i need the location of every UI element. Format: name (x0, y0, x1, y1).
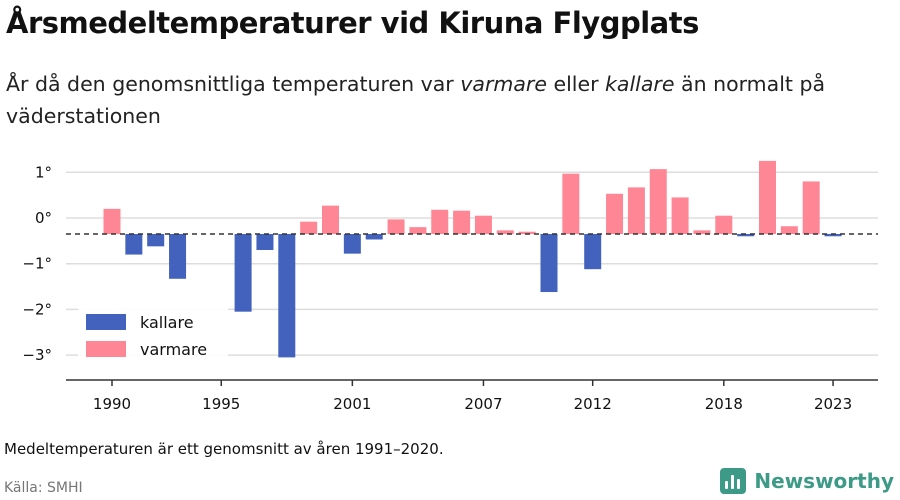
bar-2015 (649, 169, 667, 234)
subtitle-cold-word: kallare (605, 72, 675, 96)
bar-2004 (409, 227, 427, 234)
legend: kallare varmare (78, 304, 228, 364)
bar-2018 (715, 215, 733, 234)
bar-2023 (824, 233, 842, 237)
x-tick-label: 2023 (814, 395, 852, 413)
bar-2011 (562, 173, 580, 234)
bar-1997 (256, 233, 274, 250)
bar-2020 (759, 160, 776, 234)
bar-2001 (343, 233, 361, 254)
bar-1992 (147, 233, 165, 247)
bar-2007 (474, 215, 492, 234)
x-tick-label: 2012 (574, 395, 612, 413)
x-tick-label: 1995 (202, 395, 240, 413)
legend-label-kallare: kallare (140, 313, 194, 332)
x-tick-label: 2001 (333, 395, 371, 413)
chart-subtitle: År då den genomsnittliga temperaturen va… (6, 68, 886, 132)
bar-2014 (627, 187, 645, 234)
bar-2008 (496, 230, 514, 234)
x-tick-label: 2007 (464, 395, 502, 413)
legend-swatch-varmare (86, 341, 126, 357)
brand-name: Newsworthy (754, 469, 894, 493)
bar-1999 (300, 221, 318, 234)
subtitle-text-1: År då den genomsnittliga temperaturen va… (6, 72, 461, 96)
bar-2000 (322, 205, 339, 234)
bar-2002 (365, 233, 383, 240)
bar-2006 (453, 210, 471, 234)
subtitle-text-2: eller (546, 72, 606, 96)
subtitle-text-3: än normalt på väderstationen (6, 72, 826, 128)
x-axis: 1990 1995 2001 2007 2012 2018 2023 (66, 379, 878, 413)
bar-2022 (802, 181, 820, 234)
bar-2019 (737, 233, 755, 237)
bar-1996 (234, 233, 252, 312)
y-tick-label: −1° (22, 255, 52, 273)
newsworthy-logo-icon (720, 468, 747, 494)
x-tick-label: 2018 (705, 395, 743, 413)
brand-logo: Newsworthy (720, 468, 894, 494)
bar-2010 (540, 233, 558, 293)
y-tick-label: 1° (35, 163, 52, 181)
y-tick-label: −3° (22, 346, 52, 364)
bar-1990 (103, 208, 121, 234)
bar-1998 (278, 233, 296, 358)
bars (103, 160, 842, 358)
chart-title: Årsmedeltemperaturer vid Kiruna Flygplat… (6, 6, 699, 40)
bar-2005 (431, 209, 449, 234)
bar-1993 (169, 233, 187, 279)
bar-2021 (780, 226, 798, 234)
temperature-bar-chart: 1° 0° −1° −2° −3° 1990 1995 2001 2007 2012 2018 20… (22, 160, 878, 413)
subtitle-warm-word: varmare (460, 72, 547, 96)
bar-2003 (387, 219, 405, 234)
y-tick-label: 0° (35, 209, 52, 227)
x-tick-label: 1990 (93, 395, 131, 413)
source-credit: Källa: SMHI (4, 480, 83, 496)
legend-swatch-kallare (86, 314, 126, 330)
bar-2012 (584, 233, 602, 270)
bar-1991 (125, 233, 143, 255)
footnote: Medeltemperaturen är ett genomsnitt av å… (4, 440, 444, 458)
bar-2013 (606, 193, 624, 234)
legend-label-varmare: varmare (140, 340, 207, 359)
bar-2016 (671, 197, 689, 234)
y-tick-label: −2° (22, 300, 52, 318)
grid-lines: 1° 0° −1° −2° −3° (22, 163, 878, 364)
bar-2009 (518, 231, 536, 234)
bar-2017 (693, 230, 711, 234)
